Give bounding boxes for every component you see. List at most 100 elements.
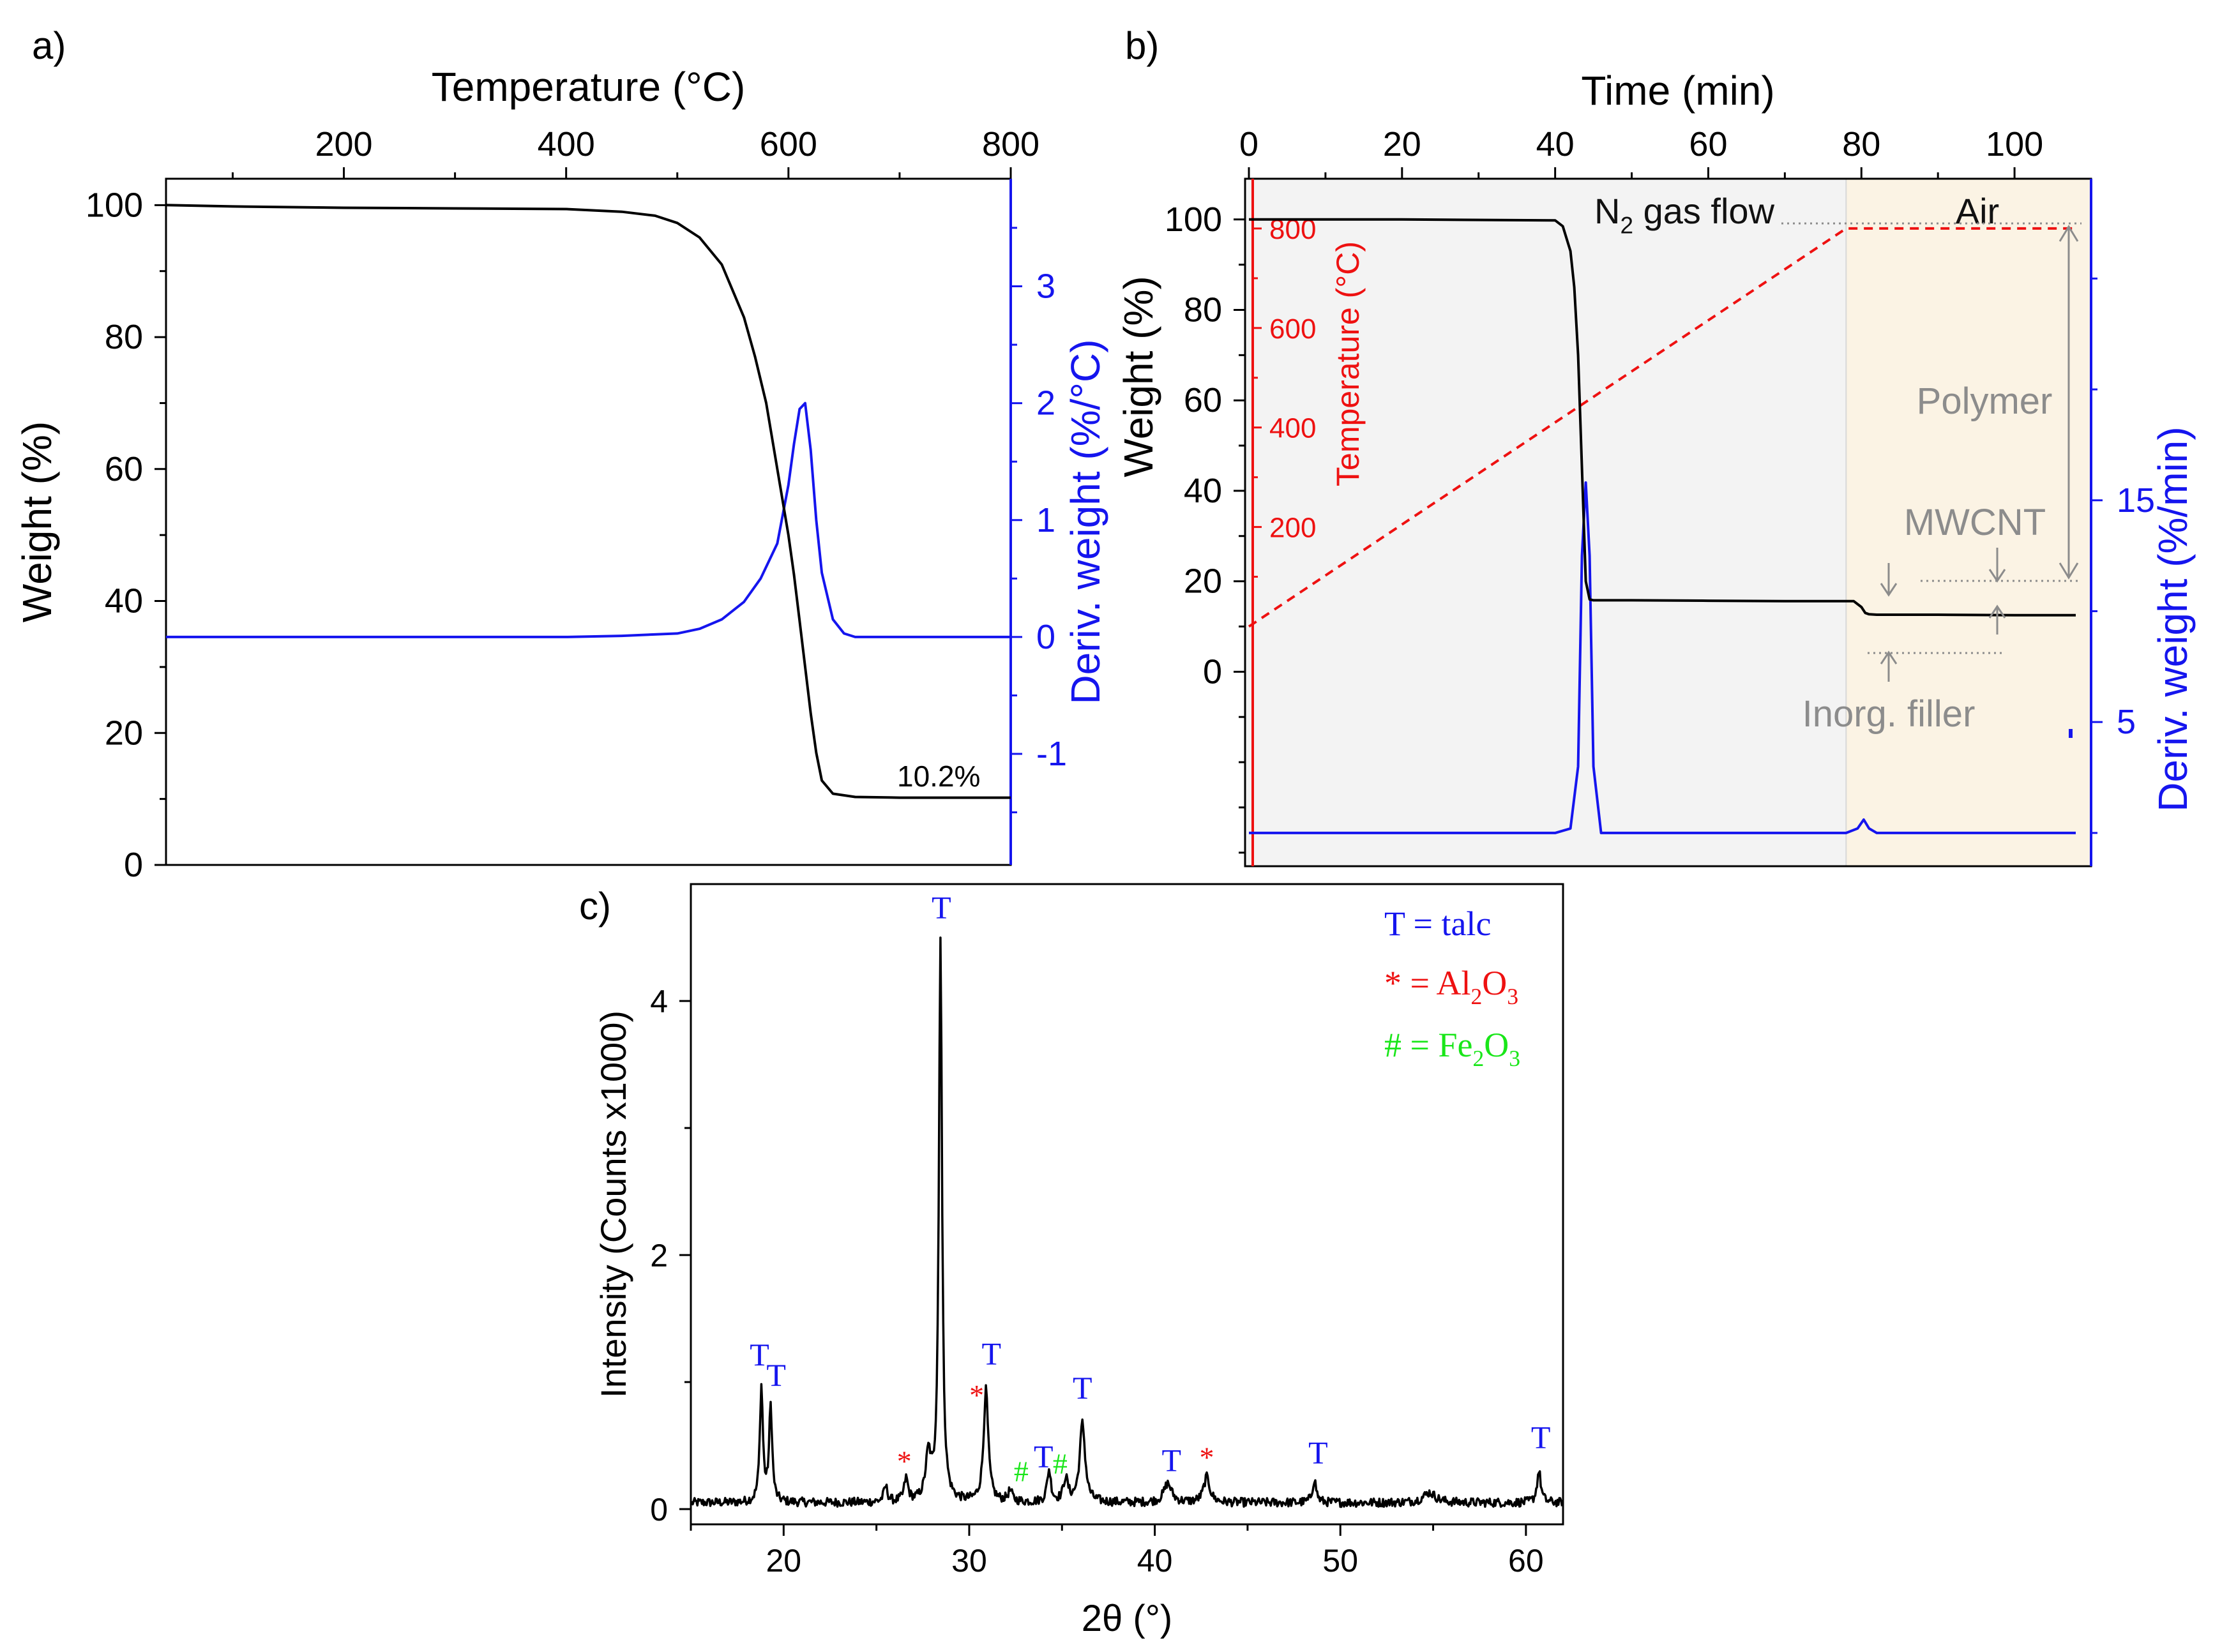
y-tick-label: 80 <box>1184 290 1222 329</box>
x-tick-label: 80 <box>1842 125 1880 163</box>
xrd-pattern-line <box>690 936 1564 1508</box>
mwcnt-arrow-up-right-head <box>1988 604 2006 619</box>
panel-c-label: c) <box>579 885 611 927</box>
peak-label: * <box>897 1445 912 1477</box>
y-tick-label: 0 <box>124 846 143 884</box>
peak-label: T <box>1034 1438 1054 1474</box>
filler-arrow-up-head <box>1880 650 1898 665</box>
x-tick-label: 60 <box>1508 1543 1544 1579</box>
peak-label: # <box>1014 1455 1029 1487</box>
air-region-label: Air <box>1956 191 1999 231</box>
legend-hematite-part: # = Fe <box>1384 1026 1472 1064</box>
x-tick-label: 200 <box>315 125 372 163</box>
legend-hematite: # = Fe2O3 <box>1384 1026 1520 1071</box>
plot-frame <box>690 883 1564 1526</box>
peak-label: T <box>982 1335 1002 1371</box>
polymer-arrow-down <box>2059 562 2079 580</box>
y2-tick-label: 1 <box>1036 501 1055 539</box>
peak-label: T <box>1073 1370 1092 1406</box>
y-tick-label: 0 <box>1203 652 1222 691</box>
y-axis-label: Intensity (Counts x1000) <box>593 1010 633 1398</box>
peak-label: T <box>766 1357 786 1393</box>
inorganic-filler-label: Inorg. filler <box>1802 693 1976 735</box>
legend-alumina-part: 3 <box>1507 984 1518 1009</box>
y2-tick-label: 0 <box>1036 618 1055 656</box>
peak-label: T <box>1308 1434 1328 1470</box>
y-tick-label: 2 <box>650 1238 668 1273</box>
x-tick-label: 20 <box>1383 125 1421 163</box>
n2-region <box>1245 179 1847 866</box>
peak-label: # <box>1053 1447 1068 1480</box>
mwcnt-arrow-down-head <box>1880 583 1898 597</box>
n2-region-label: N2 gas flow <box>1594 191 1775 239</box>
x-tick-label: 50 <box>1322 1543 1358 1579</box>
panel-b-label: b) <box>1125 24 1159 67</box>
y-tick-label: 100 <box>86 186 143 224</box>
weight-line <box>1249 218 2076 617</box>
weight-line <box>165 204 1011 799</box>
n2-region-label-part: gas flow <box>1633 191 1775 231</box>
x-tick-label: 40 <box>1137 1543 1173 1579</box>
residue-annotation: 10.2% <box>897 760 980 793</box>
y2-tick-label: 2 <box>1036 384 1055 423</box>
n2-region-label-part: 2 <box>1620 213 1633 239</box>
y2-axis-label: Deriv. weight (%/min) <box>2150 426 2196 811</box>
legend-alumina-part: * = Al <box>1384 964 1470 1002</box>
panel-c-chart: 20 30 40 50 60 2θ (°) 0 2 4 Intensity (Counts x10… <box>593 883 1564 1639</box>
y-tick-label: 20 <box>1184 562 1222 601</box>
x-axis-label: 2θ (°) <box>1082 1598 1172 1639</box>
legend-hematite-part: 3 <box>1509 1046 1520 1071</box>
x-axis-label: Time (min) <box>1581 68 1774 114</box>
y2-tick-label: 3 <box>1036 267 1055 305</box>
y-tick-label: 40 <box>105 582 143 620</box>
x-tick-label: 40 <box>1536 125 1575 163</box>
y-axis-label: Weight (%) <box>1115 276 1161 477</box>
legend-alumina: * = Al2O3 <box>1384 964 1518 1009</box>
temperature-tick-label: 600 <box>1269 313 1316 345</box>
y-tick-label: 60 <box>1184 381 1222 419</box>
y2-axis-label: Deriv. weight (%/°C) <box>1062 339 1108 704</box>
deriv-weight-blip <box>2069 729 2073 738</box>
mwcnt-arrow-down-right-head <box>1988 569 2006 583</box>
y2-tick-label: -1 <box>1036 735 1067 773</box>
y-tick-label: 40 <box>1184 472 1222 510</box>
peak-label: T <box>1531 1420 1551 1455</box>
peak-label: * <box>1199 1441 1214 1473</box>
y2-tick-label: 5 <box>2117 703 2136 741</box>
y-tick-label: 0 <box>650 1492 668 1528</box>
temperature-tick-label: 400 <box>1269 413 1316 444</box>
y-axis-label: Weight (%) <box>14 421 60 622</box>
y-tick-label: 4 <box>650 984 668 1019</box>
x-tick-label: 800 <box>982 125 1039 163</box>
polymer-label: Polymer <box>1917 380 2053 422</box>
y-tick-label: 100 <box>1165 200 1222 239</box>
deriv-weight-line <box>1249 481 2076 834</box>
y2-tick-label: 15 <box>2117 481 2155 520</box>
temperature-axis-label: Temperature (°C) <box>1330 241 1366 486</box>
x-tick-label: 20 <box>766 1543 802 1579</box>
y-tick-label: 80 <box>105 318 143 356</box>
peak-label: T <box>750 1337 769 1372</box>
x-axis-label: Temperature (°C) <box>432 64 746 110</box>
peak-label: T <box>1161 1442 1181 1478</box>
x-tick-label: 0 <box>1239 125 1258 163</box>
x-tick-label: 100 <box>1986 125 2043 163</box>
legend-talc: T = talc <box>1384 905 1491 943</box>
plot-frame <box>165 177 1012 866</box>
polymer-arrow-up <box>2059 225 2079 242</box>
panel-a-label: a) <box>32 24 66 67</box>
legend-hematite-part: O <box>1484 1026 1509 1064</box>
x-tick-label: 600 <box>760 125 817 163</box>
deriv-weight-line <box>166 402 1011 638</box>
legend-alumina-part: 2 <box>1470 984 1482 1009</box>
temperature-tick-label: 200 <box>1269 513 1316 544</box>
x-tick-label: 30 <box>951 1543 987 1579</box>
legend-hematite-part: 2 <box>1472 1046 1484 1071</box>
legend-alumina-part: O <box>1482 964 1507 1002</box>
mwcnt-label: MWCNT <box>1904 502 2046 543</box>
x-tick-label: 60 <box>1689 125 1727 163</box>
peak-label: * <box>969 1379 984 1411</box>
